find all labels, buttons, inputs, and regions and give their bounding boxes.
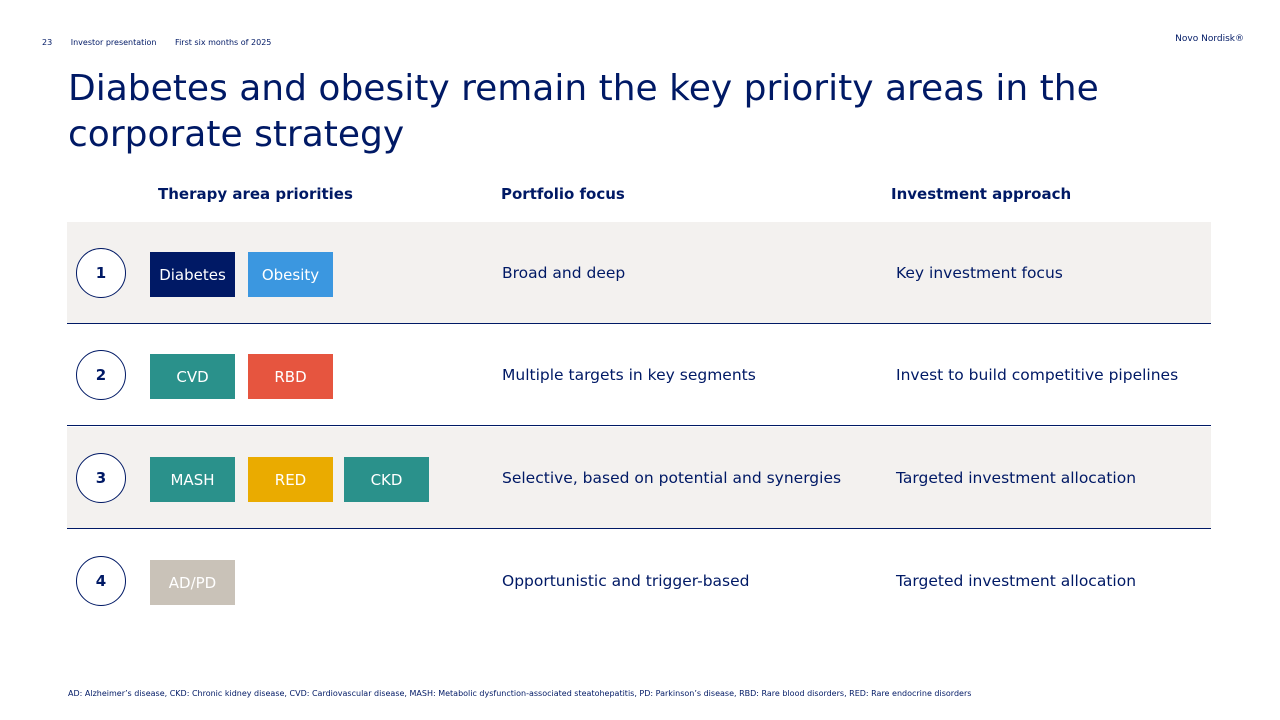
priority-row-1: 1 Diabetes Obesity Broad and deep Key in… <box>67 222 1211 324</box>
therapy-tag-diabetes: Diabetes <box>150 252 235 297</box>
therapy-tag-cvd: CVD <box>150 354 235 399</box>
portfolio-focus-text: Selective, based on potential and synerg… <box>502 469 842 487</box>
priority-row-3: 3 MASH RED CKD Selective, based on poten… <box>67 427 1211 529</box>
slide-title: Diabetes and obesity remain the key prio… <box>68 68 1099 155</box>
portfolio-focus-text: Broad and deep <box>502 264 626 282</box>
portfolio-focus-text: Opportunistic and trigger-based <box>502 572 750 590</box>
therapy-tag-ckd: CKD <box>344 457 429 502</box>
page-number: 23 <box>42 38 53 47</box>
brand-name: Novo Nordisk® <box>1175 34 1244 44</box>
therapy-tag-ad-pd: AD/PD <box>150 560 235 605</box>
investment-approach-text: Targeted investment allocation <box>896 469 1137 487</box>
presentation-name: Investor presentation <box>70 38 157 47</box>
therapy-tag-obesity: Obesity <box>248 252 333 297</box>
priority-row-2: 2 CVD RBD Multiple targets in key segmen… <box>67 324 1211 426</box>
abbreviations-footnote: AD: Alzheimer’s disease, CKD: Chronic ki… <box>68 689 972 698</box>
slide-header: 23 Investor presentation First six month… <box>42 38 287 47</box>
priority-number: 1 <box>76 248 126 298</box>
therapy-tag-rbd: RBD <box>248 354 333 399</box>
priority-number: 2 <box>76 350 126 400</box>
column-header-therapy: Therapy area priorities <box>158 185 353 203</box>
investment-approach-text: Targeted investment allocation <box>896 572 1137 590</box>
priority-number: 3 <box>76 453 126 503</box>
therapy-tag-red: RED <box>248 457 333 502</box>
priority-row-4: 4 AD/PD Opportunistic and trigger-based … <box>67 530 1211 632</box>
column-header-portfolio: Portfolio focus <box>501 185 625 203</box>
investment-approach-text: Key investment focus <box>896 264 1063 282</box>
column-header-investment: Investment approach <box>891 185 1072 203</box>
investment-approach-text: Invest to build competitive pipelines <box>896 366 1179 384</box>
therapy-tag-mash: MASH <box>150 457 235 502</box>
period-label: First six months of 2025 <box>175 38 272 47</box>
portfolio-focus-text: Multiple targets in key segments <box>502 366 756 384</box>
priority-number: 4 <box>76 556 126 606</box>
